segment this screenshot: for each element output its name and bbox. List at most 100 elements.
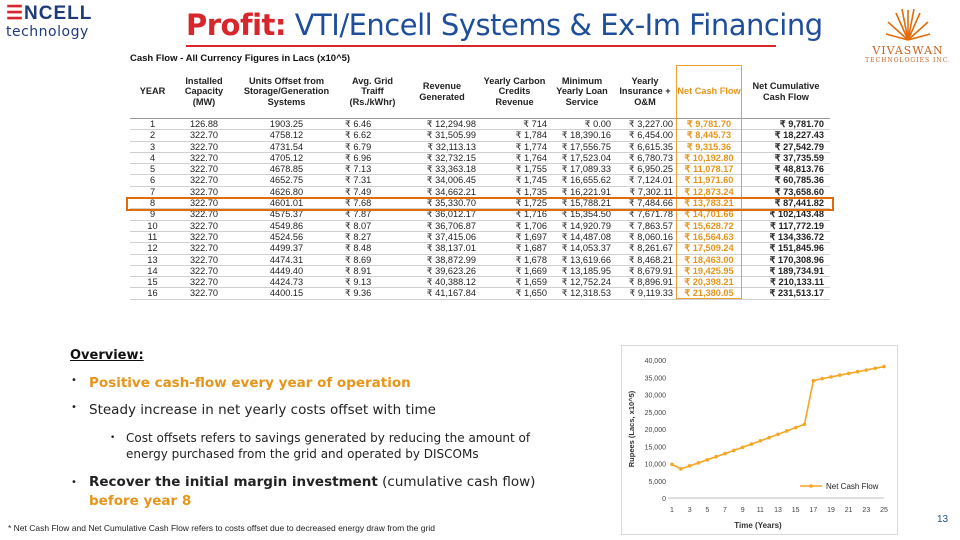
data-point xyxy=(802,422,807,427)
vivaswan-logo: Vivaswan Technologies Inc. xyxy=(858,4,958,64)
table-cell: 13 xyxy=(130,254,175,266)
table-cell: 10 xyxy=(130,220,175,232)
table-cell: ₹ 17,523.04 xyxy=(550,152,614,165)
bullet-dot: • xyxy=(110,433,116,443)
table-cell: ₹ 16,564.63 xyxy=(676,231,742,244)
table-cell: ₹ 1,764 xyxy=(479,152,550,165)
table-row: 8 322.70 4601.01 ₹ 7.68 ₹ 35,330.70 ₹ 1,725 ₹ … xyxy=(130,197,830,210)
table-cell: ₹ 6.46 xyxy=(340,118,405,131)
table-cell: ₹ 8,261.67 xyxy=(614,242,676,255)
table-cell: ₹ 8,060.16 xyxy=(614,231,676,244)
table-cell: ₹ 9,781.70 xyxy=(676,118,742,131)
data-point xyxy=(767,435,771,440)
data-point xyxy=(714,454,718,459)
table-cell: ₹ 7,863.57 xyxy=(614,220,676,232)
y-tick-label: 5,000 xyxy=(648,479,666,486)
table-cell: ₹ 16,655.62 xyxy=(550,174,614,187)
table-row: 14 322.70 4449.40 ₹ 8.91 ₹ 39,623.26 ₹ 1,669 ₹… xyxy=(130,265,830,278)
table-cell: 322.70 xyxy=(175,174,233,187)
slide-title: Profit: VTI/Encell Systems & Ex-Im Finan… xyxy=(186,8,823,42)
table-cell: ₹ 1,697 xyxy=(479,231,550,244)
series-line xyxy=(671,365,885,470)
table-cell: ₹ 18,463.00 xyxy=(676,254,742,266)
table-cell: ₹ 36,706.87 xyxy=(405,220,479,232)
table-cell: ₹ 14,053.37 xyxy=(550,242,614,255)
col-header: Units Offset from Storage/Generation Sys… xyxy=(233,65,340,119)
table-cell: ₹ 48,813.76 xyxy=(742,163,830,176)
cash-flow-table-container: Cash Flow - All Currency Figures in Lacs… xyxy=(126,53,834,300)
table-cell: ₹ 10,192.80 xyxy=(676,152,742,165)
table-cell: ₹ 37,415.06 xyxy=(405,231,479,244)
table-cell: ₹ 27,542.79 xyxy=(742,141,830,153)
encell-logo: ☰NCELL technology xyxy=(6,4,94,44)
table-cell: ₹ 151,845.96 xyxy=(742,242,830,255)
table-cell: ₹ 38,872.99 xyxy=(405,254,479,266)
bullet-orange-text: before year 8 xyxy=(89,493,192,509)
col-header: Installed Capacity (MW) xyxy=(175,65,233,119)
sub-bullet-cost-offsets: • Cost offsets refers to savings generat… xyxy=(110,430,551,462)
table-cell: ₹ 15,628.72 xyxy=(676,220,742,232)
table-row: 6 322.70 4652.75 ₹ 7.31 ₹ 34,006.45 ₹ 1,745 ₹ … xyxy=(130,174,830,187)
table-cell: ₹ 37,735.59 xyxy=(742,152,830,165)
col-header: Yearly Carbon Credits Revenue xyxy=(479,65,550,119)
table-cell: ₹ 1,784 xyxy=(479,129,550,142)
vivaswan-sub: Technologies Inc. xyxy=(865,57,951,64)
table-cell: ₹ 8.91 xyxy=(340,265,405,278)
table-cell: ₹ 32,113.13 xyxy=(405,141,479,153)
table-cell: ₹ 6,780.73 xyxy=(614,152,676,165)
table-cell: ₹ 12,318.53 xyxy=(550,287,614,300)
col-header: Minimum Yearly Loan Service xyxy=(550,65,614,119)
table-cell: ₹ 102,143.48 xyxy=(742,208,830,221)
table-cell: ₹ 13,619.66 xyxy=(550,254,614,266)
table-cell: 4449.40 xyxy=(233,265,340,278)
table-cell: ₹ 18,227.43 xyxy=(742,129,830,142)
x-tick-label: 25 xyxy=(880,507,888,514)
table-cell: 4705.12 xyxy=(233,152,340,165)
table-cell: ₹ 17,089.33 xyxy=(550,163,614,176)
table-cell: ₹ 714 xyxy=(479,118,550,131)
table-row: 15 322.70 4424.73 ₹ 9.13 ₹ 40,388.12 ₹ 1,659 ₹… xyxy=(130,276,830,289)
table-row: 5 322.70 4678.85 ₹ 7.13 ₹ 33,363.18 ₹ 1,755 ₹ … xyxy=(130,163,830,176)
table-cell: ₹ 1,678 xyxy=(479,254,550,266)
x-tick-label: 5 xyxy=(705,507,709,514)
table-cell: ₹ 8.69 xyxy=(340,254,405,266)
table-cell: ₹ 1,687 xyxy=(479,242,550,255)
data-point xyxy=(873,366,877,371)
table-cell: 8 xyxy=(130,197,175,210)
data-point xyxy=(679,467,683,471)
x-tick-label: 19 xyxy=(827,507,835,514)
page-number: 13 xyxy=(937,514,949,525)
table-cell: 2 xyxy=(130,129,175,142)
table-cell: 4499.37 xyxy=(233,242,340,255)
table-cell: 322.70 xyxy=(175,163,233,176)
bullet-recover-investment: • Recover the initial margin investment … xyxy=(71,473,559,511)
table-cell: 4524.56 xyxy=(233,231,340,244)
year-8-highlight xyxy=(126,196,834,211)
y-axis-label: Rupees (Lacs, x10^5) xyxy=(627,390,636,467)
table-cell: ₹ 35,330.70 xyxy=(405,197,479,210)
table-cell: ₹ 1,716 xyxy=(479,208,550,221)
table-cell: 15 xyxy=(130,276,175,289)
table-cell: ₹ 39,623.26 xyxy=(405,265,479,278)
x-axis-label: Time (Years) xyxy=(734,521,782,530)
table-cell: 322.70 xyxy=(175,208,233,221)
y-tick-label: 15,000 xyxy=(645,444,667,451)
table-cell: ₹ 7,124.01 xyxy=(614,174,676,187)
table-cell: 322.70 xyxy=(175,129,233,142)
data-point xyxy=(793,425,798,430)
table-caption: Cash Flow - All Currency Figures in Lacs… xyxy=(130,53,351,64)
table-cell: 4758.12 xyxy=(233,129,340,142)
data-point xyxy=(855,369,860,374)
data-point xyxy=(749,442,754,446)
table-cell: 1903.25 xyxy=(233,118,340,131)
data-point xyxy=(776,432,780,437)
table-cell: ₹ 210,133.11 xyxy=(742,276,830,289)
table-row: 12 322.70 4499.37 ₹ 8.48 ₹ 38,137.01 ₹ 1,687 ₹… xyxy=(130,242,830,255)
data-point xyxy=(705,457,710,462)
table-cell: ₹ 15,354.50 xyxy=(550,208,614,221)
x-tick-label: 3 xyxy=(688,507,692,514)
table-cell: ₹ 14,487.08 xyxy=(550,231,614,244)
table-cell: ₹ 8.07 xyxy=(340,220,405,232)
y-tick-label: 0 xyxy=(662,496,666,503)
table-cell: ₹ 20,398.21 xyxy=(676,276,742,289)
